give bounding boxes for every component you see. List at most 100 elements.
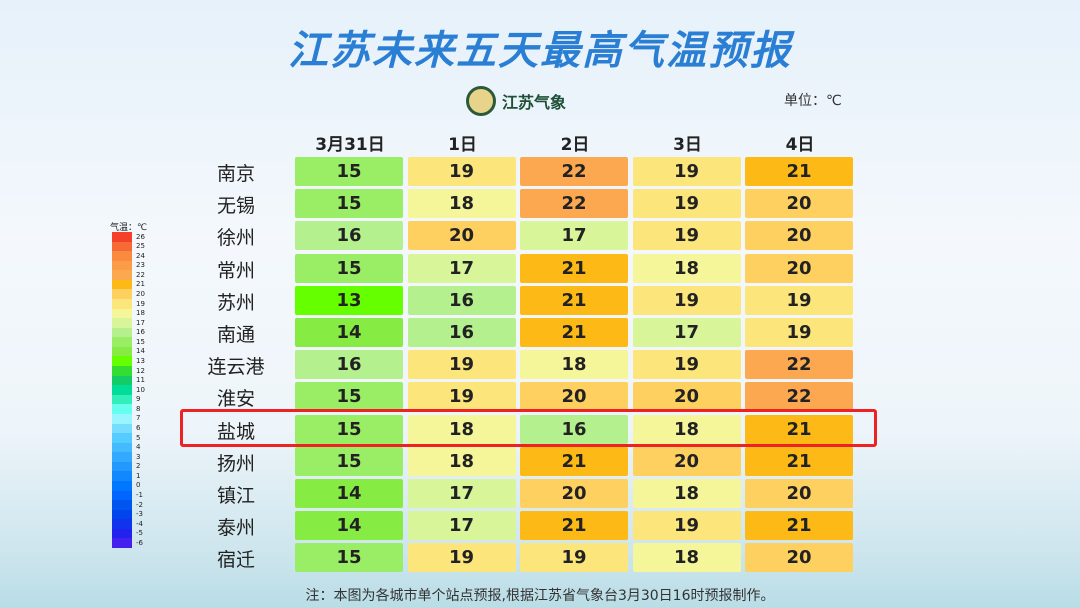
temp-cell: 21 <box>520 318 628 347</box>
city-label: 无锡 <box>216 195 255 218</box>
temp-cell: 15 <box>295 189 403 219</box>
temp-cell: 21 <box>745 414 853 444</box>
temp-cell: 22 <box>520 157 628 186</box>
temp-cell: 15 <box>295 446 403 476</box>
logo-text: 江苏气象 <box>502 93 567 112</box>
column-header: 3日 <box>673 135 702 155</box>
temp-cell: 19 <box>407 157 516 186</box>
legend-swatch <box>112 480 132 492</box>
legend-label: 12 <box>136 366 145 375</box>
temp-cell: 20 <box>745 253 853 283</box>
legend-swatch <box>112 461 132 472</box>
temp-cell: 20 <box>745 479 853 508</box>
legend-label: 20 <box>136 289 145 298</box>
city-label: 宿迁 <box>216 549 255 572</box>
legend-swatch <box>112 337 132 348</box>
legend-label: 7 <box>136 414 141 423</box>
city-label: 南京 <box>216 163 255 185</box>
temp-cell: 14 <box>295 511 403 541</box>
legend-label: 6 <box>136 424 141 432</box>
temp-cell: 18 <box>632 479 741 508</box>
temp-cell: 19 <box>407 382 516 412</box>
legend-label: -1 <box>136 491 143 500</box>
legend-label: 22 <box>136 270 145 279</box>
legend-label: 5 <box>136 433 141 442</box>
legend-label: 26 <box>136 232 145 241</box>
temp-cell: 19 <box>632 350 741 380</box>
note: 注：本图为各城市单个站点预报,根据江苏省气象台3月30日16时预报制作。 <box>305 588 775 604</box>
legend-swatch <box>112 423 132 434</box>
legend-label: 11 <box>136 376 145 385</box>
legend-label: -6 <box>136 538 143 547</box>
temp-cell: 15 <box>295 543 403 573</box>
legend-swatch <box>112 519 132 530</box>
temp-cell: 18 <box>407 189 516 219</box>
column-header: 1日 <box>448 135 477 155</box>
legend-label: 25 <box>136 242 145 251</box>
legend-swatch <box>112 366 132 377</box>
temp-cell: 17 <box>632 318 741 347</box>
column-header: 4日 <box>785 135 815 155</box>
legend-swatch <box>112 471 132 482</box>
column-header: 2日 <box>560 135 590 155</box>
temp-cell: 20 <box>745 221 853 251</box>
legend-label: 19 <box>136 299 145 308</box>
legend-label: -3 <box>136 510 143 519</box>
temp-cell: 15 <box>295 414 403 444</box>
legend-label: 18 <box>136 309 145 318</box>
highlight-box <box>180 409 877 447</box>
legend-swatch <box>112 394 132 405</box>
temp-cell: 20 <box>520 479 628 508</box>
legend-swatch <box>112 433 132 444</box>
temp-cell: 16 <box>407 318 516 347</box>
legend-label: 15 <box>136 337 145 346</box>
legend-swatch <box>112 413 132 424</box>
temp-cell: 20 <box>745 543 853 573</box>
legend-swatch <box>112 299 132 310</box>
temp-cell: 17 <box>407 511 516 541</box>
legend-label: 23 <box>136 261 145 270</box>
legend-label: 2 <box>136 462 141 471</box>
city-label: 盐城 <box>216 420 255 443</box>
temp-cell: 17 <box>407 253 516 283</box>
legend-swatch <box>112 289 132 300</box>
temp-cell: 16 <box>407 285 516 315</box>
city-label: 徐州 <box>216 227 255 250</box>
legend-label: 1 <box>136 471 141 480</box>
temp-cell: 19 <box>632 285 741 315</box>
legend-swatch <box>112 346 132 357</box>
city-label: 苏州 <box>216 291 255 314</box>
city-label: 常州 <box>216 259 255 282</box>
legend-swatch <box>112 308 132 319</box>
temp-cell: 22 <box>520 189 628 219</box>
temp-cell: 19 <box>632 189 741 219</box>
legend-swatch <box>112 327 132 338</box>
temp-cell: 19 <box>745 285 853 315</box>
legend-label: 9 <box>136 395 141 404</box>
temp-cell: 15 <box>295 157 403 186</box>
temp-cell: 20 <box>407 221 516 251</box>
temp-cell: 18 <box>632 543 741 573</box>
temp-cell: 21 <box>520 253 628 283</box>
temp-cell: 21 <box>520 446 628 476</box>
legend-label: 17 <box>136 318 145 327</box>
temp-cell: 18 <box>407 446 516 476</box>
legend-swatch <box>112 500 132 511</box>
temp-cell: 19 <box>632 157 741 186</box>
legend-label: 3 <box>136 452 141 461</box>
legend-swatch <box>112 279 132 290</box>
temp-cell: 17 <box>520 221 628 251</box>
temp-cell: 21 <box>745 511 853 541</box>
legend-label: 21 <box>136 280 145 289</box>
temp-cell: 21 <box>520 285 628 315</box>
city-label: 镇江 <box>216 485 255 507</box>
legend-swatch <box>112 528 132 539</box>
temp-cell: 16 <box>520 414 628 444</box>
title: 江苏未来五天最高气温预报 <box>288 28 792 74</box>
city-label: 扬州 <box>216 452 255 475</box>
temp-cell: 14 <box>295 479 403 508</box>
legend-label: 10 <box>136 385 145 394</box>
temp-cell: 19 <box>745 318 853 347</box>
legend-swatch <box>112 385 132 396</box>
legend-label: 24 <box>136 251 145 260</box>
